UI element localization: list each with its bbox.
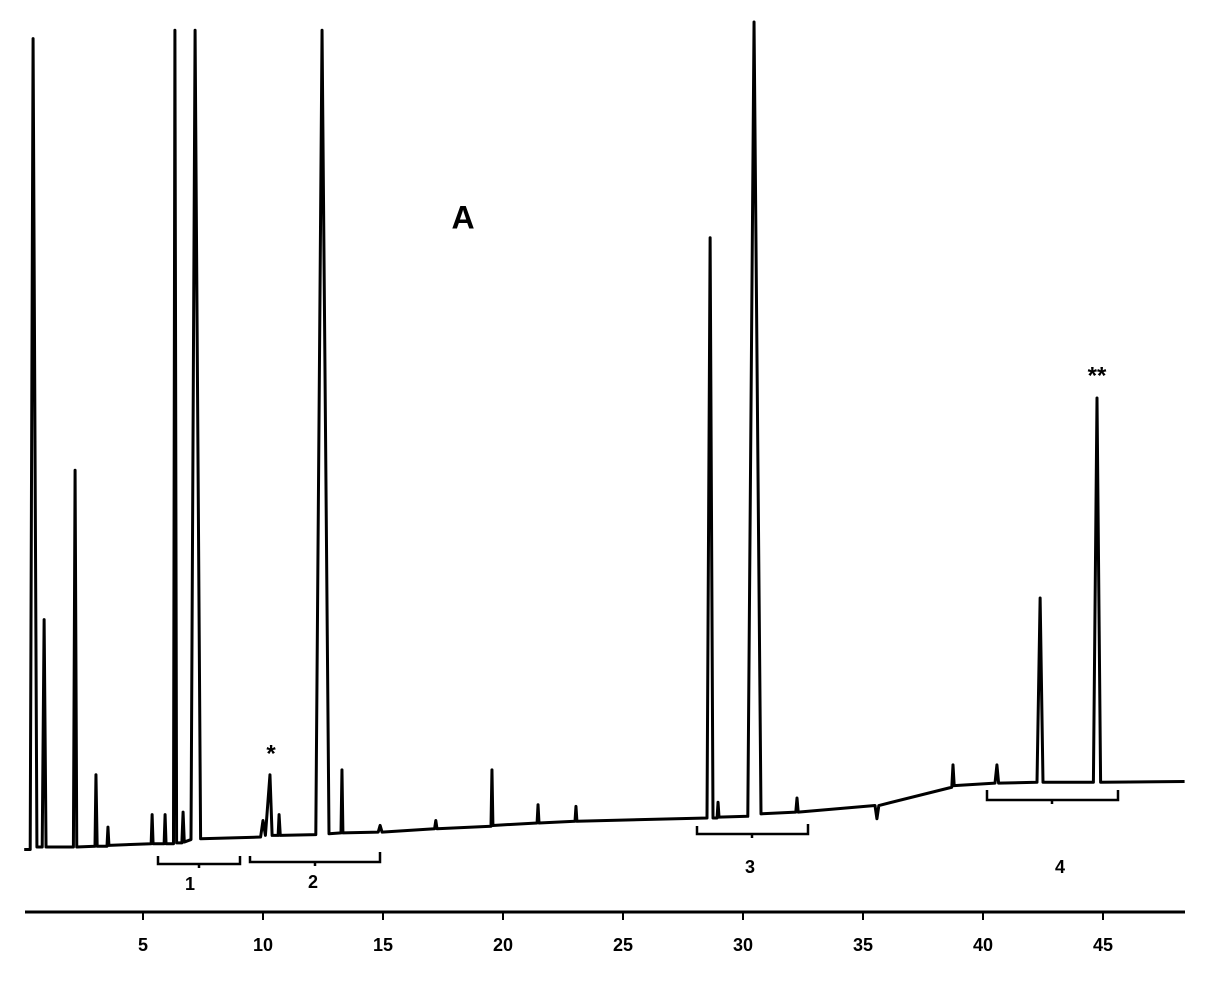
annotation: 1: [185, 874, 195, 894]
x-tick-label: 25: [613, 935, 633, 955]
x-tick-label: 5: [138, 935, 148, 955]
x-tick-label: 20: [493, 935, 513, 955]
x-tick-label: 40: [973, 935, 993, 955]
annotation: 4: [1055, 857, 1065, 877]
annotation: 3: [745, 857, 755, 877]
x-tick-label: 45: [1093, 935, 1113, 955]
x-tick-label: 35: [853, 935, 873, 955]
annotation: **: [1088, 362, 1107, 389]
x-tick-label: 15: [373, 935, 393, 955]
x-tick-label: 30: [733, 935, 753, 955]
bracket: [156, 856, 242, 868]
chart-title: A: [451, 199, 474, 235]
annotation: 2: [308, 872, 318, 892]
trace: [24, 20, 1185, 852]
bracket: [695, 824, 810, 838]
bracket: [248, 852, 382, 866]
annotation: *: [266, 740, 276, 767]
x-tick-label: 10: [253, 935, 273, 955]
bracket: [985, 790, 1120, 804]
